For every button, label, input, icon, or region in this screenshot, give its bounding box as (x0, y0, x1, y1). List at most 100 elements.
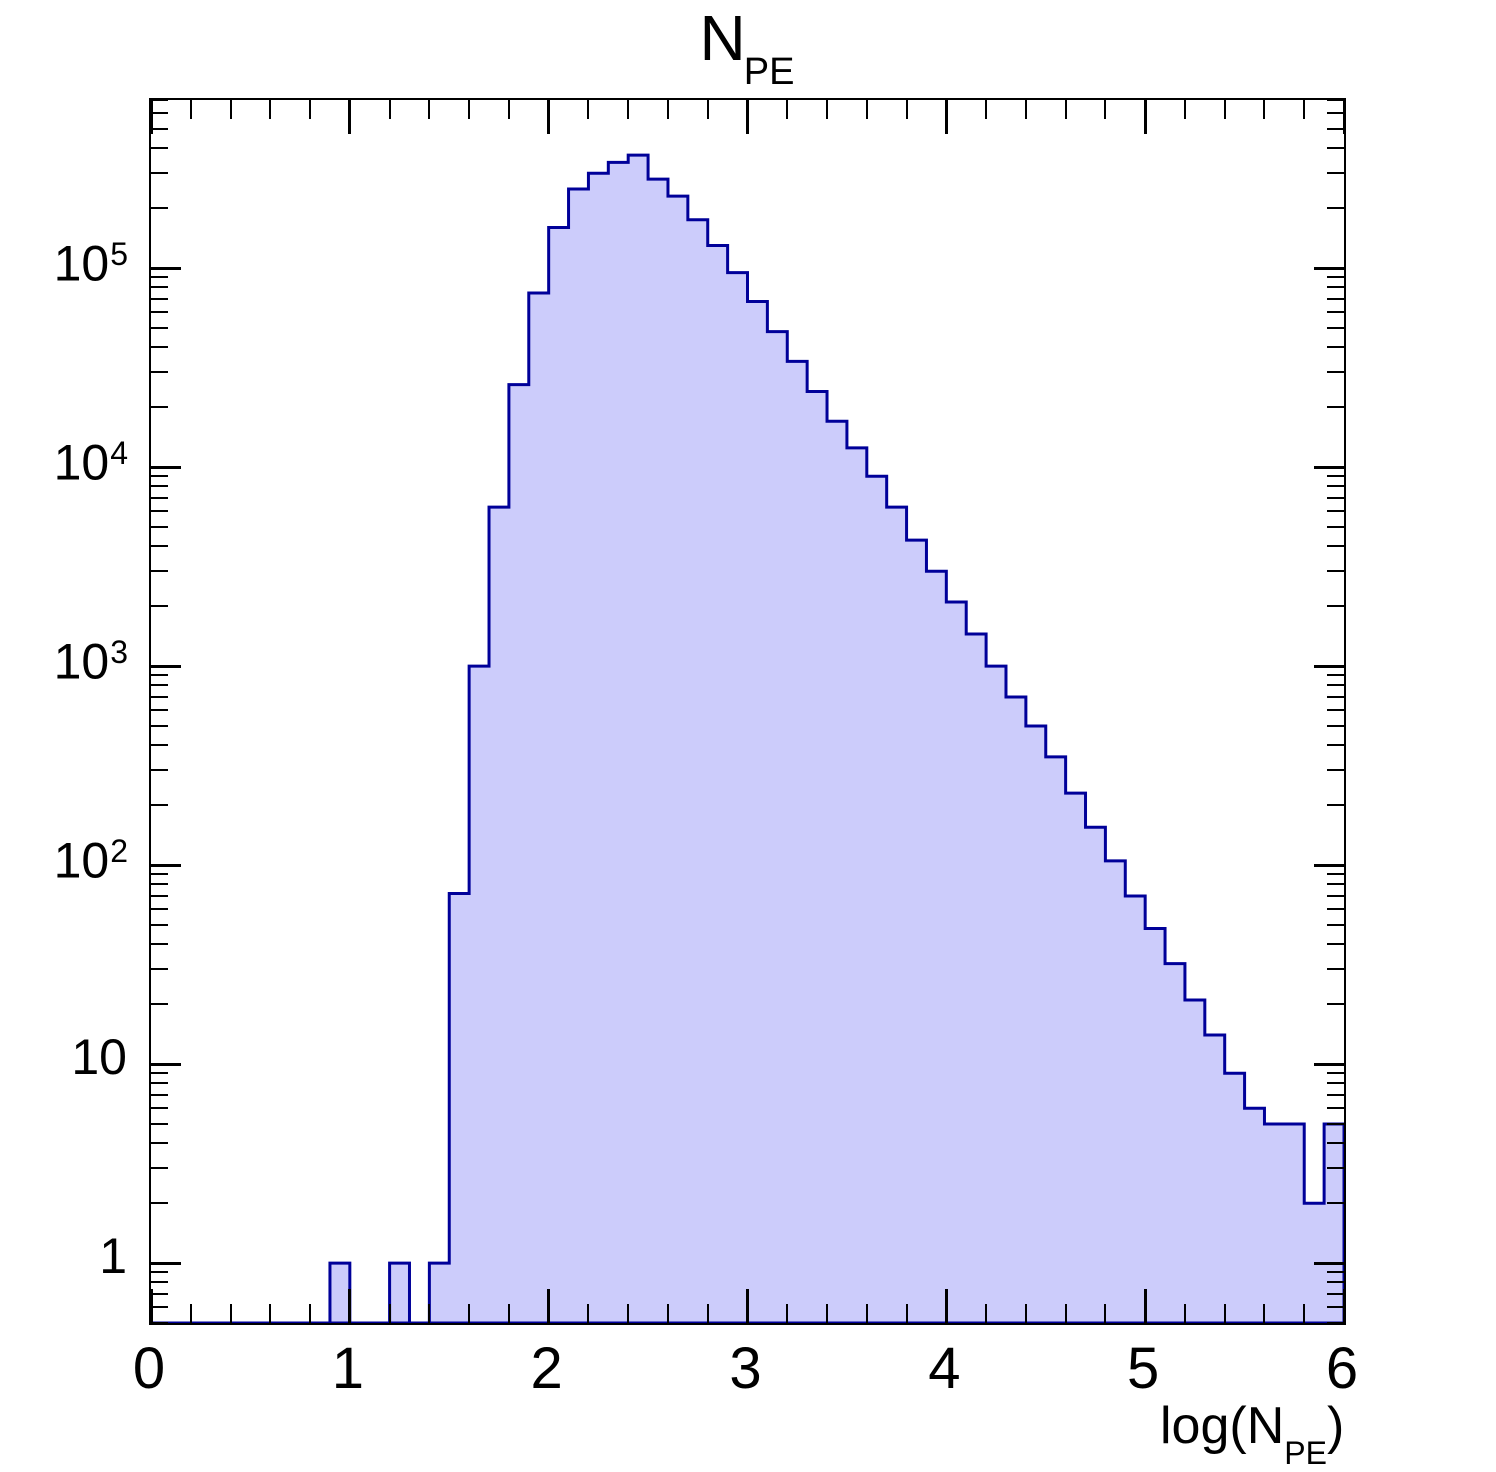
x-tick-minor (706, 100, 709, 119)
y-tick-minor (151, 1072, 168, 1075)
y-tick-minor (151, 99, 168, 101)
y-tick-minor (1327, 99, 1344, 101)
y-tick-minor (1327, 883, 1344, 886)
x-axis-label-subscript: PE (1284, 1435, 1327, 1472)
y-tick-minor (1327, 744, 1344, 747)
x-tick-minor (1104, 100, 1107, 119)
x-tick-minor (468, 100, 471, 119)
y-tick-minor (1327, 570, 1344, 573)
x-tick-minor (1303, 100, 1306, 119)
y-tick-minor (151, 1082, 168, 1085)
y-tick-minor (1327, 346, 1344, 349)
y-tick-minor (151, 207, 168, 210)
x-tick-major (1143, 1289, 1147, 1323)
y-tick-minor (151, 744, 168, 747)
y-tick-minor (151, 406, 168, 409)
x-tick-minor (229, 100, 232, 119)
y-tick-minor (151, 346, 168, 349)
x-tick-minor (706, 1304, 709, 1323)
y-tick-minor (1327, 804, 1344, 807)
y-tick-minor (151, 276, 168, 279)
y-tick-minor (151, 1142, 168, 1145)
y-tick-minor (1327, 684, 1344, 687)
y-tick-minor (1327, 908, 1344, 911)
y-tick-major (1314, 1261, 1344, 1265)
y-tick-minor (1327, 172, 1344, 175)
y-tick-minor (151, 526, 168, 529)
y-tick-minor (1327, 674, 1344, 677)
y-tick-minor (151, 605, 168, 608)
y-tick-minor (151, 769, 168, 772)
y-tick-minor (1327, 1167, 1344, 1170)
x-tick-minor (666, 1304, 669, 1323)
y-tick-label-mantissa: 10 (53, 633, 110, 690)
x-tick-label: 2 (530, 1336, 563, 1401)
y-tick-label-exponent: 2 (110, 833, 128, 870)
y-tick-minor (151, 475, 168, 478)
x-tick-major (944, 100, 948, 134)
x-tick-minor (189, 1304, 192, 1323)
x-tick-minor (826, 1304, 829, 1323)
y-tick-minor (1327, 873, 1344, 876)
y-tick-minor (151, 883, 168, 886)
y-tick-minor (1327, 475, 1344, 478)
x-tick-label: 0 (132, 1336, 166, 1401)
y-tick-major (1314, 664, 1344, 668)
x-tick-minor (865, 1304, 868, 1323)
y-tick-minor (151, 172, 168, 175)
x-tick-minor (468, 1304, 471, 1323)
y-tick-minor (1327, 1123, 1344, 1125)
x-tick-minor (229, 1304, 232, 1323)
x-tick-minor (189, 100, 192, 119)
x-tick-minor (428, 100, 431, 119)
y-tick-minor (151, 908, 168, 911)
x-tick-label: 1 (331, 1336, 364, 1401)
y-tick-minor (1327, 1093, 1344, 1096)
y-tick-minor (1327, 327, 1344, 330)
y-tick-minor (151, 943, 168, 946)
x-tick-minor (627, 1304, 630, 1323)
x-axis-label-tail: ) (1326, 1397, 1345, 1455)
x-tick-major (348, 100, 352, 134)
x-tick-minor (1223, 100, 1226, 119)
chart-title-main: N (699, 2, 746, 74)
y-tick-minor (1327, 968, 1344, 971)
histogram-series (151, 153, 1344, 1323)
x-tick-major (149, 100, 153, 134)
y-tick-minor (1327, 1292, 1344, 1295)
x-tick-minor (826, 100, 829, 119)
y-tick-major (1314, 863, 1344, 867)
x-tick-minor (786, 1304, 789, 1323)
y-tick-minor (1327, 297, 1344, 300)
x-tick-label: 5 (1127, 1336, 1160, 1401)
x-tick-minor (786, 100, 789, 119)
y-tick-minor (1327, 286, 1344, 289)
y-tick-minor (1327, 485, 1344, 488)
y-tick-minor (1327, 605, 1344, 608)
y-tick-minor (1327, 1082, 1344, 1085)
y-tick-major (151, 664, 181, 668)
x-tick-minor (428, 1304, 431, 1323)
y-tick-minor (151, 311, 168, 314)
y-tick-minor (1327, 725, 1344, 728)
y-tick-minor (1327, 1271, 1344, 1274)
y-tick-minor (1327, 709, 1344, 712)
y-tick-major (151, 465, 181, 469)
y-tick-major (1314, 465, 1344, 469)
y-tick-minor (1327, 371, 1344, 374)
y-tick-minor (1327, 943, 1344, 946)
histogram-outline (151, 153, 1344, 1323)
x-tick-minor (269, 1304, 272, 1323)
y-tick-minor (1327, 1072, 1344, 1075)
x-tick-major (547, 1289, 551, 1323)
y-tick-minor (151, 873, 168, 876)
y-tick-label-exponent: 4 (110, 435, 128, 472)
y-tick-minor (151, 1281, 168, 1284)
y-tick-minor (151, 496, 168, 499)
x-tick-label: 3 (729, 1336, 762, 1401)
y-tick-minor (1327, 1107, 1344, 1110)
y-tick-minor (151, 371, 168, 374)
y-tick-minor (1327, 510, 1344, 513)
x-tick-minor (985, 100, 988, 119)
x-tick-minor (865, 100, 868, 119)
